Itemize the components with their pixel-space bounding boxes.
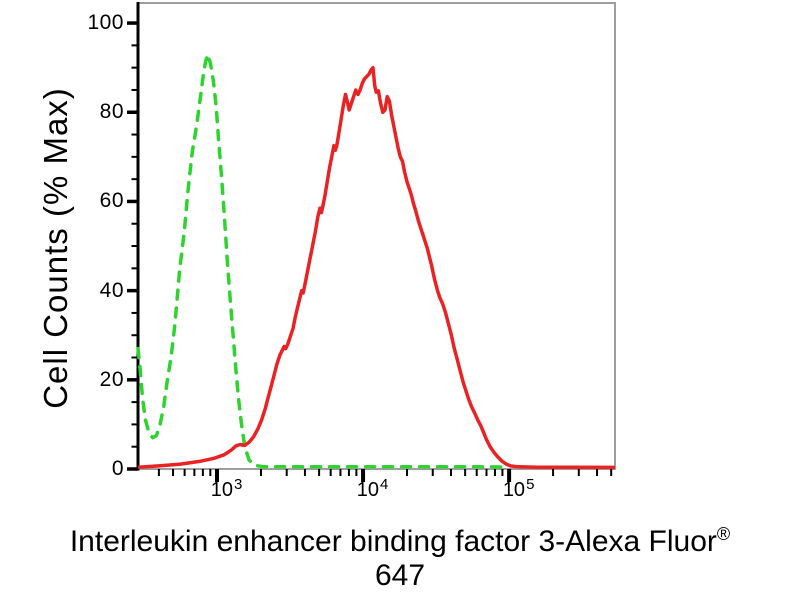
- y-tick-label-0: 0: [111, 457, 124, 480]
- red-solid-stained-sample-curve: [137, 65, 616, 470]
- x-tick-label-base: 10: [356, 479, 380, 501]
- green-dashed-control-curve: [136, 52, 504, 469]
- x-tick-label-base: 10: [210, 479, 233, 501]
- x-axis-title-line2: 647: [374, 559, 426, 592]
- y-tick-label-100: 100: [87, 11, 124, 35]
- x-tick-label-exponent: 3: [233, 476, 243, 494]
- y-tick-label-40: 40: [99, 278, 124, 302]
- x-axis-title: Interleukin enhancer binding factor 3-Al…: [0, 525, 800, 593]
- x-tick-label-exponent: 4: [380, 476, 389, 494]
- x-tick-label-base: 10: [502, 479, 526, 501]
- x-tick-label-1e4: 104: [356, 476, 389, 502]
- x-tick-label-1e3: 103: [210, 476, 243, 502]
- y-tick-label-80: 80: [99, 100, 124, 124]
- x-tick-label-1e5: 105: [502, 476, 535, 502]
- x-tick-label-exponent: 5: [526, 476, 535, 494]
- x-axis-title-text: Interleukin enhancer binding factor 3-Al…: [69, 525, 717, 558]
- y-axis-title: Cell Counts (% Max): [37, 87, 74, 409]
- y-tick-label-20: 20: [99, 367, 124, 391]
- registered-trademark-symbol: ®: [716, 524, 731, 544]
- x-axis-title-line1: Interleukin enhancer binding factor 3-Al…: [0, 525, 800, 559]
- y-tick-label-60: 60: [99, 189, 124, 213]
